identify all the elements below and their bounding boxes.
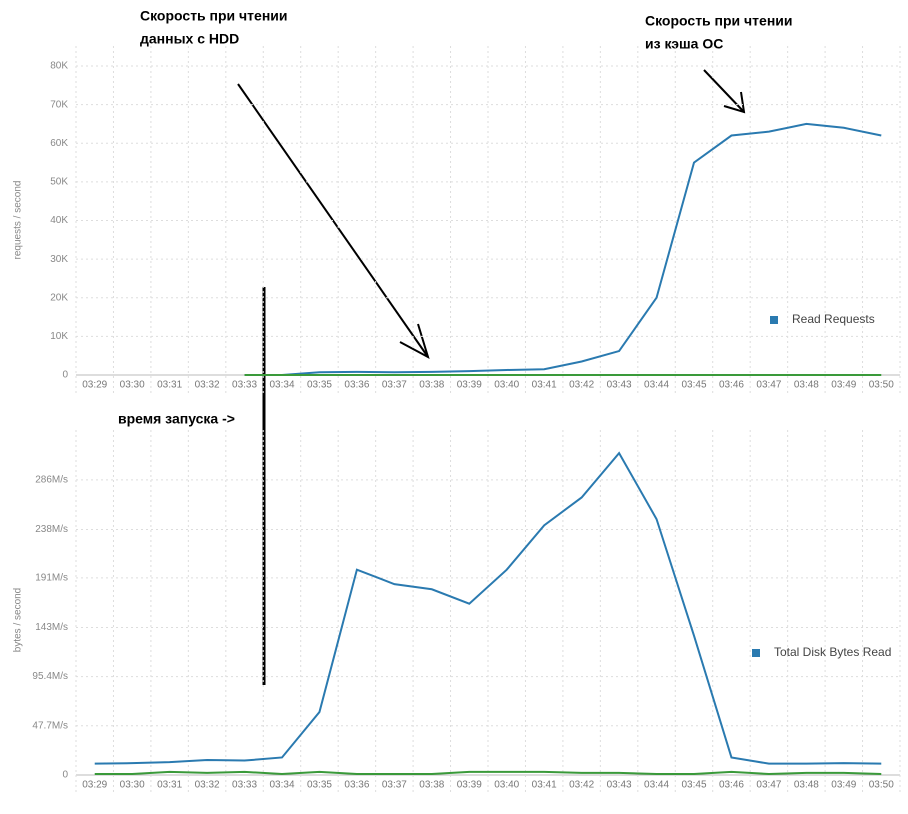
y-tick-label: 0 bbox=[62, 770, 68, 781]
y-tick-label: 60K bbox=[50, 138, 68, 149]
x-tick-label: 03:47 bbox=[756, 780, 781, 791]
legend-swatch bbox=[752, 649, 760, 657]
y-tick-label: 238M/s bbox=[35, 524, 68, 535]
x-tick-label: 03:40 bbox=[494, 780, 519, 791]
y-tick-label: 80K bbox=[50, 61, 68, 72]
y-tick-label: 30K bbox=[50, 254, 68, 265]
x-tick-label: 03:30 bbox=[120, 380, 145, 391]
y-tick-label: 20K bbox=[50, 292, 68, 303]
x-tick-label: 03:40 bbox=[494, 380, 519, 391]
x-tick-label: 03:46 bbox=[719, 780, 744, 791]
y-tick-label: 50K bbox=[50, 177, 68, 188]
x-tick-label: 03:36 bbox=[344, 380, 369, 391]
y-tick-label: 95.4M/s bbox=[32, 671, 68, 682]
y-tick-label: 143M/s bbox=[35, 622, 68, 633]
x-tick-label: 03:44 bbox=[644, 380, 669, 391]
legend-label: Read Requests bbox=[792, 312, 875, 326]
x-tick-label: 03:48 bbox=[794, 380, 819, 391]
y-axis-label: bytes / second bbox=[13, 588, 24, 652]
y-tick-label: 10K bbox=[50, 331, 68, 342]
x-tick-label: 03:42 bbox=[569, 780, 594, 791]
x-tick-label: 03:49 bbox=[831, 780, 856, 791]
x-tick-label: 03:37 bbox=[382, 780, 407, 791]
x-tick-label: 03:50 bbox=[869, 380, 894, 391]
x-tick-label: 03:43 bbox=[607, 780, 632, 791]
x-tick-label: 03:32 bbox=[195, 780, 220, 791]
y-tick-label: 191M/s bbox=[35, 573, 68, 584]
annotation: время запуска -> bbox=[118, 411, 235, 427]
annotation: данных с HDD bbox=[140, 31, 239, 47]
x-tick-label: 03:31 bbox=[157, 380, 182, 391]
y-tick-label: 0 bbox=[62, 370, 68, 381]
x-tick-label: 03:34 bbox=[269, 780, 294, 791]
legend-label: Total Disk Bytes Read bbox=[774, 645, 891, 659]
x-tick-label: 03:37 bbox=[382, 380, 407, 391]
annotation: Скорость при чтении bbox=[140, 8, 288, 24]
y-tick-label: 286M/s bbox=[35, 475, 68, 486]
x-tick-label: 03:33 bbox=[232, 780, 257, 791]
x-tick-label: 03:42 bbox=[569, 380, 594, 391]
series-line bbox=[244, 122, 882, 376]
y-tick-label: 40K bbox=[50, 215, 68, 226]
x-tick-label: 03:29 bbox=[82, 380, 107, 391]
x-tick-label: 03:38 bbox=[419, 380, 444, 391]
legend-swatch bbox=[770, 316, 778, 324]
x-tick-label: 03:33 bbox=[232, 380, 257, 391]
x-tick-label: 03:34 bbox=[269, 380, 294, 391]
annotation: Скорость при чтении bbox=[645, 13, 793, 29]
x-tick-label: 03:46 bbox=[719, 380, 744, 391]
x-tick-label: 03:43 bbox=[607, 380, 632, 391]
x-tick-label: 03:39 bbox=[457, 780, 482, 791]
x-tick-label: 03:36 bbox=[344, 780, 369, 791]
x-tick-label: 03:31 bbox=[157, 780, 182, 791]
x-tick-label: 03:44 bbox=[644, 780, 669, 791]
y-axis-label: requests / second bbox=[13, 181, 24, 260]
y-tick-label: 47.7M/s bbox=[32, 720, 68, 731]
x-tick-label: 03:35 bbox=[307, 780, 332, 791]
x-tick-label: 03:50 bbox=[869, 780, 894, 791]
x-tick-label: 03:48 bbox=[794, 780, 819, 791]
x-tick-label: 03:29 bbox=[82, 780, 107, 791]
x-tick-label: 03:38 bbox=[419, 780, 444, 791]
x-tick-label: 03:45 bbox=[681, 380, 706, 391]
series-line bbox=[94, 770, 882, 775]
arrows bbox=[237, 69, 746, 685]
y-tick-label: 70K bbox=[50, 99, 68, 110]
annotation: из кэша ОС bbox=[645, 36, 723, 52]
x-tick-label: 03:32 bbox=[195, 380, 220, 391]
x-tick-label: 03:41 bbox=[532, 380, 557, 391]
x-tick-label: 03:35 bbox=[307, 380, 332, 391]
x-tick-label: 03:45 bbox=[681, 780, 706, 791]
x-tick-label: 03:49 bbox=[831, 380, 856, 391]
x-tick-label: 03:39 bbox=[457, 380, 482, 391]
x-tick-label: 03:47 bbox=[756, 380, 781, 391]
series-line bbox=[94, 451, 882, 765]
x-tick-label: 03:41 bbox=[532, 780, 557, 791]
x-tick-label: 03:30 bbox=[120, 780, 145, 791]
